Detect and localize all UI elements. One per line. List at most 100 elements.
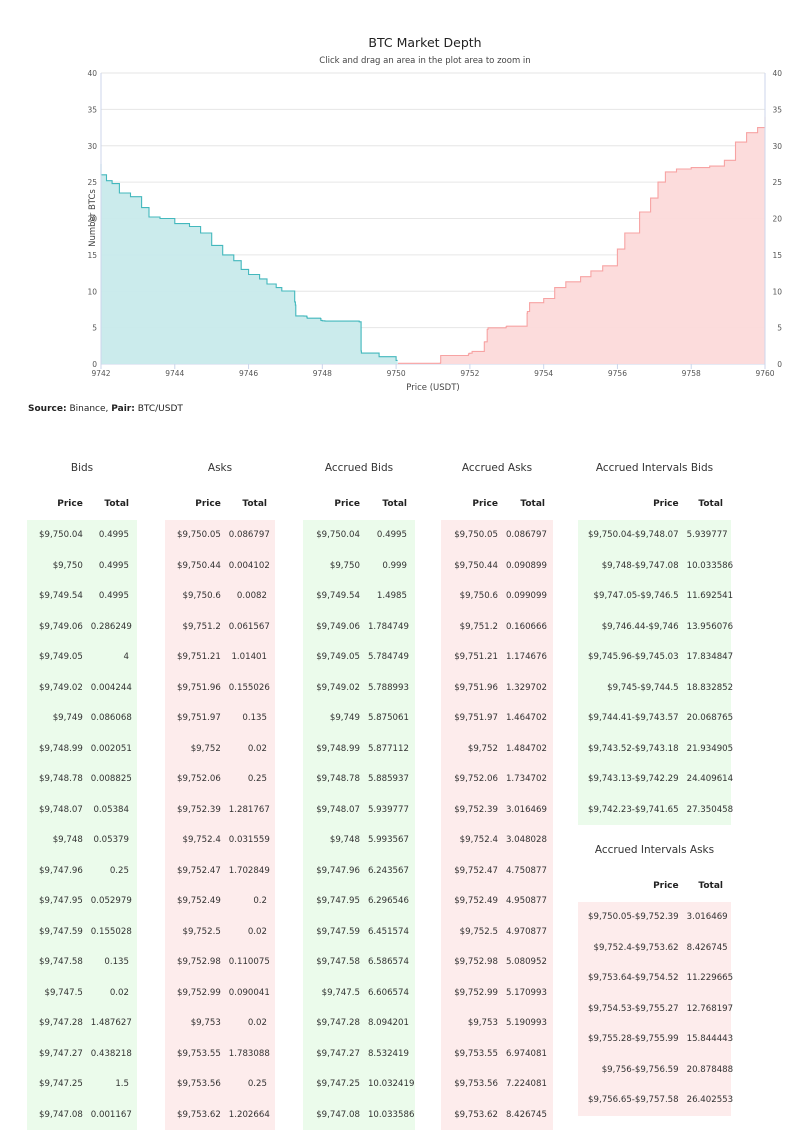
total-cell: 12.768197 (687, 994, 731, 1025)
x-tick-label: 9760 (755, 369, 774, 378)
y-tick-label-left: 0 (92, 360, 97, 369)
y-tick-label-left: 5 (92, 324, 97, 333)
total-cell: 4.970877 (506, 917, 553, 948)
x-tick-label: 9746 (239, 369, 258, 378)
price-cell: $9,747.58 (303, 947, 368, 978)
total-cell: 8.426745 (687, 933, 731, 964)
price-cell: $9,749.05 (303, 642, 368, 673)
x-tick-label: 9756 (608, 369, 627, 378)
total-cell: 21.934905 (687, 734, 731, 765)
price-cell: $9,747.28 (303, 1008, 368, 1039)
price-cell: $9,748.78 (27, 764, 91, 795)
total-cell: 27.350458 (687, 795, 731, 826)
price-cell: $9,749.02 (27, 673, 91, 704)
total-cell: 8.094201 (368, 1008, 415, 1039)
price-cell: $9,753 (165, 1008, 229, 1039)
price-cell: $9,750.6 (165, 581, 229, 612)
y-tick-label-right: 15 (772, 251, 782, 260)
y-tick-label-right: 10 (772, 287, 782, 296)
price-cell: $9,753.55 (441, 1039, 506, 1070)
total-cell: 13.956076 (687, 612, 731, 643)
total-cell: 0.155028 (91, 917, 137, 948)
total-cell: 0.086797 (506, 520, 553, 551)
price-cell: $9,751.96 (165, 673, 229, 704)
price-column-header[interactable]: Price (441, 498, 506, 510)
total-cell: 1.01401 (229, 642, 275, 673)
price-cell: $9,752.4-$9,753.62 (578, 933, 687, 964)
y-tick-label-right: 0 (777, 360, 782, 369)
price-cell: $9,747.25 (27, 1069, 91, 1100)
price-column-header[interactable]: Price (165, 498, 229, 510)
price-cell: $9,750.05 (165, 520, 229, 551)
total-cell: 8.532419 (368, 1039, 415, 1070)
price-cell: $9,752.39 (441, 795, 506, 826)
total-cell: 24.409614 (687, 764, 731, 795)
price-cell: $9,753 (441, 1008, 506, 1039)
price-cell: $9,750.04 (303, 520, 368, 551)
total-column-header[interactable]: Total (506, 498, 553, 510)
total-column-header[interactable]: Total (368, 498, 415, 510)
price-cell: $9,747.96 (27, 856, 91, 887)
price-column-header[interactable]: Price (303, 498, 368, 510)
total-cell: 0.286249 (91, 612, 137, 643)
total-column-header[interactable]: Total (687, 498, 731, 510)
price-column-header[interactable]: Price (27, 498, 91, 510)
total-column-header[interactable]: Total (687, 880, 731, 892)
total-cell: 6.296546 (368, 886, 415, 917)
y-axis-label: Number BTCs (88, 189, 98, 247)
total-cell: 1.329702 (506, 673, 553, 704)
total-column-header[interactable]: Total (229, 498, 275, 510)
total-cell: 6.586574 (368, 947, 415, 978)
total-cell: 5.788993 (368, 673, 415, 704)
total-cell: 0.008825 (91, 764, 137, 795)
price-cell: $9,747.5 (27, 978, 91, 1009)
price-cell: $9,751.2 (165, 612, 229, 643)
total-cell: 0.25 (229, 1069, 275, 1100)
price-cell: $9,752.06 (441, 764, 506, 795)
price-cell: $9,747.59 (27, 917, 91, 948)
price-cell: $9,750 (303, 551, 368, 582)
total-cell: 26.402553 (687, 1085, 731, 1116)
price-column-header[interactable]: Price (578, 880, 687, 892)
total-column-header[interactable]: Total (91, 498, 137, 510)
price-cell: $9,747.58 (27, 947, 91, 978)
total-cell: 1.281767 (229, 795, 275, 826)
y-tick-label-right: 35 (772, 105, 782, 114)
total-cell: 1.487627 (91, 1008, 137, 1039)
price-cell: $9,742.23-$9,741.65 (578, 795, 687, 826)
price-cell: $9,747.5 (303, 978, 368, 1009)
bids-area (101, 164, 398, 364)
price-column-header[interactable]: Price (578, 498, 687, 510)
